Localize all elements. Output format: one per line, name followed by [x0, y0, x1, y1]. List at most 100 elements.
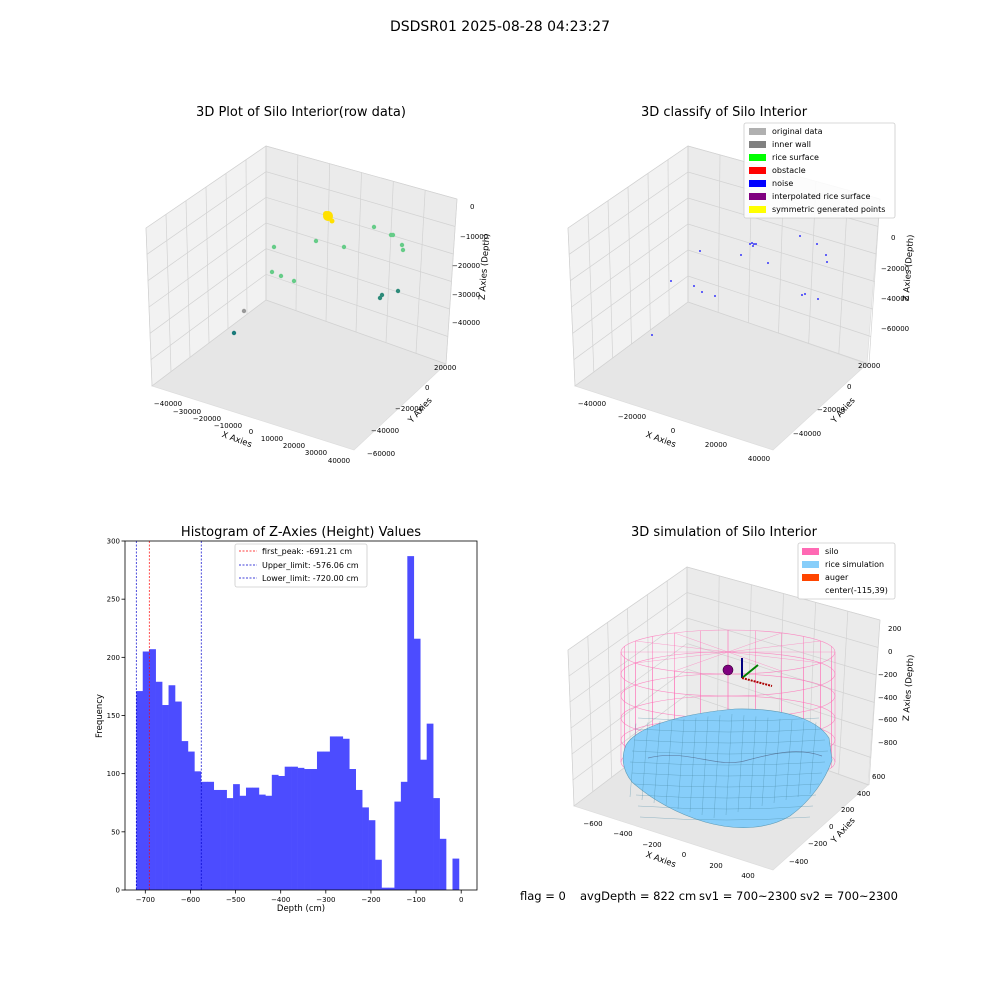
sim-z-tick: −800 — [878, 739, 897, 747]
raw-y-tick: −20000 — [395, 405, 423, 413]
noise-point — [651, 334, 653, 336]
classify-title: 3D classify of Silo Interior — [641, 105, 808, 120]
sim-y-tick: 0 — [829, 823, 833, 831]
mesh-line — [633, 783, 820, 788]
rice-surface — [622, 708, 833, 828]
histogram-bar — [233, 784, 240, 890]
x-tick-label: −100 — [406, 896, 425, 904]
histogram-bar — [168, 685, 176, 890]
histogram-bars — [136, 556, 460, 890]
raw-x-ticks: −40000 −30000 −20000 −10000 0 10000 2000… — [154, 400, 350, 465]
silo-spoke — [727, 651, 782, 672]
data-point — [371, 224, 377, 230]
mesh-line — [637, 717, 820, 722]
data-point — [400, 247, 406, 253]
legend-label-obstacle: obstacle — [772, 166, 806, 175]
grid-line — [445, 198, 458, 365]
legend-label-rice-surface: rice surface — [772, 153, 819, 162]
legend-label-inner-wall: inner wall — [772, 140, 811, 149]
legend-swatch-auger — [802, 574, 819, 581]
classify-legend: original data inner wall rice surface ob… — [743, 122, 896, 219]
x-tick-label: −500 — [226, 896, 245, 904]
auger-axis-x — [741, 677, 773, 687]
legend-frame — [797, 542, 896, 600]
histogram-bar — [200, 781, 208, 890]
legend-label-rice-simulation: rice simulation — [825, 560, 884, 569]
histogram-y-axis-label: Frequency — [95, 694, 105, 738]
grid-line — [574, 301, 870, 387]
mesh-line — [629, 761, 826, 766]
noise-point — [767, 262, 769, 264]
mesh-line — [749, 716, 757, 810]
legend-swatch-interpolated — [749, 193, 766, 200]
legend-swatch-silo — [802, 548, 819, 555]
simulation-z-ticks: 200 0 −200 −400 −600 −800 — [878, 625, 901, 747]
sim-x-tick: 200 — [709, 862, 722, 870]
histogram-bar — [258, 794, 266, 890]
silo-spoke — [727, 640, 821, 653]
raw-x-tick: 30000 — [305, 449, 327, 457]
raw-z-tick: −40000 — [452, 319, 480, 327]
sim-z-tick: 200 — [888, 625, 901, 633]
histogram-bar — [413, 638, 421, 890]
data-point — [231, 330, 237, 336]
data-point — [278, 273, 284, 279]
raw-x-tick: −10000 — [214, 422, 242, 430]
raw-points — [231, 211, 406, 336]
noise-point — [817, 298, 819, 300]
mesh-line — [737, 715, 745, 813]
data-point — [379, 292, 385, 298]
data-point — [390, 232, 396, 238]
mesh-line — [677, 718, 685, 810]
histogram-bar — [278, 775, 286, 890]
data-point — [291, 278, 297, 284]
classify-x-tick: −40000 — [578, 400, 606, 408]
histogram-bar — [336, 736, 344, 890]
noise-point — [801, 294, 803, 296]
footer-avg-depth: avgDepth = 822 cm — [580, 889, 696, 903]
data-point — [323, 211, 329, 217]
histogram-bar — [349, 769, 356, 890]
classify-z-tick: 0 — [891, 234, 895, 242]
histogram-bar — [394, 801, 402, 890]
classify-y-tick: 20000 — [858, 362, 880, 370]
sim-z-tick: −200 — [878, 671, 897, 679]
mesh-line — [713, 715, 721, 819]
sim-x-tick: 0 — [682, 851, 686, 859]
mesh-line — [773, 718, 781, 804]
classify-x-tick: 20000 — [705, 441, 727, 449]
histogram-bar — [433, 798, 440, 890]
mesh-line — [635, 728, 823, 733]
histogram-bar — [310, 769, 318, 890]
histogram-ticks: −700 −600 −500 −400 −300 −200 −100 0 0 50 100 150 20… — [107, 538, 464, 905]
mesh-line — [631, 772, 823, 777]
legend-swatch-rice-simulation — [802, 561, 819, 568]
classify-z-tick: −20000 — [881, 265, 909, 273]
data-point — [399, 242, 405, 248]
raw-z-tick: −20000 — [452, 262, 480, 270]
histogram-bar — [316, 751, 324, 890]
legend-label-lower-limit: Lower_limit: -720.00 cm — [262, 574, 359, 583]
data-point — [271, 244, 277, 250]
noise-point — [799, 235, 801, 237]
raw-y-tick: 20000 — [434, 364, 456, 372]
histogram-bar — [245, 787, 253, 890]
raw-scatter-panes — [145, 145, 458, 451]
histogram-bar — [136, 691, 144, 890]
histogram-x-axis-label: Depth (cm) — [277, 904, 325, 914]
x-tick-label: −400 — [271, 896, 290, 904]
histogram-bar — [207, 781, 215, 890]
noise-point — [670, 280, 672, 282]
noise-point — [753, 243, 755, 245]
histogram-bar — [155, 681, 163, 890]
noise-point — [751, 242, 753, 244]
y-tick-label: 150 — [107, 712, 120, 720]
histogram-bar — [291, 766, 298, 890]
noise-point — [755, 243, 757, 245]
histogram-bar — [226, 798, 234, 890]
noise-point — [816, 243, 818, 245]
legend-swatch-symmetric — [749, 206, 766, 213]
classify-z-tick: −60000 — [881, 325, 909, 333]
legend-label-original: original data — [772, 127, 823, 136]
classify-z-ticks: 0 −20000 −40000 −60000 — [881, 234, 909, 333]
